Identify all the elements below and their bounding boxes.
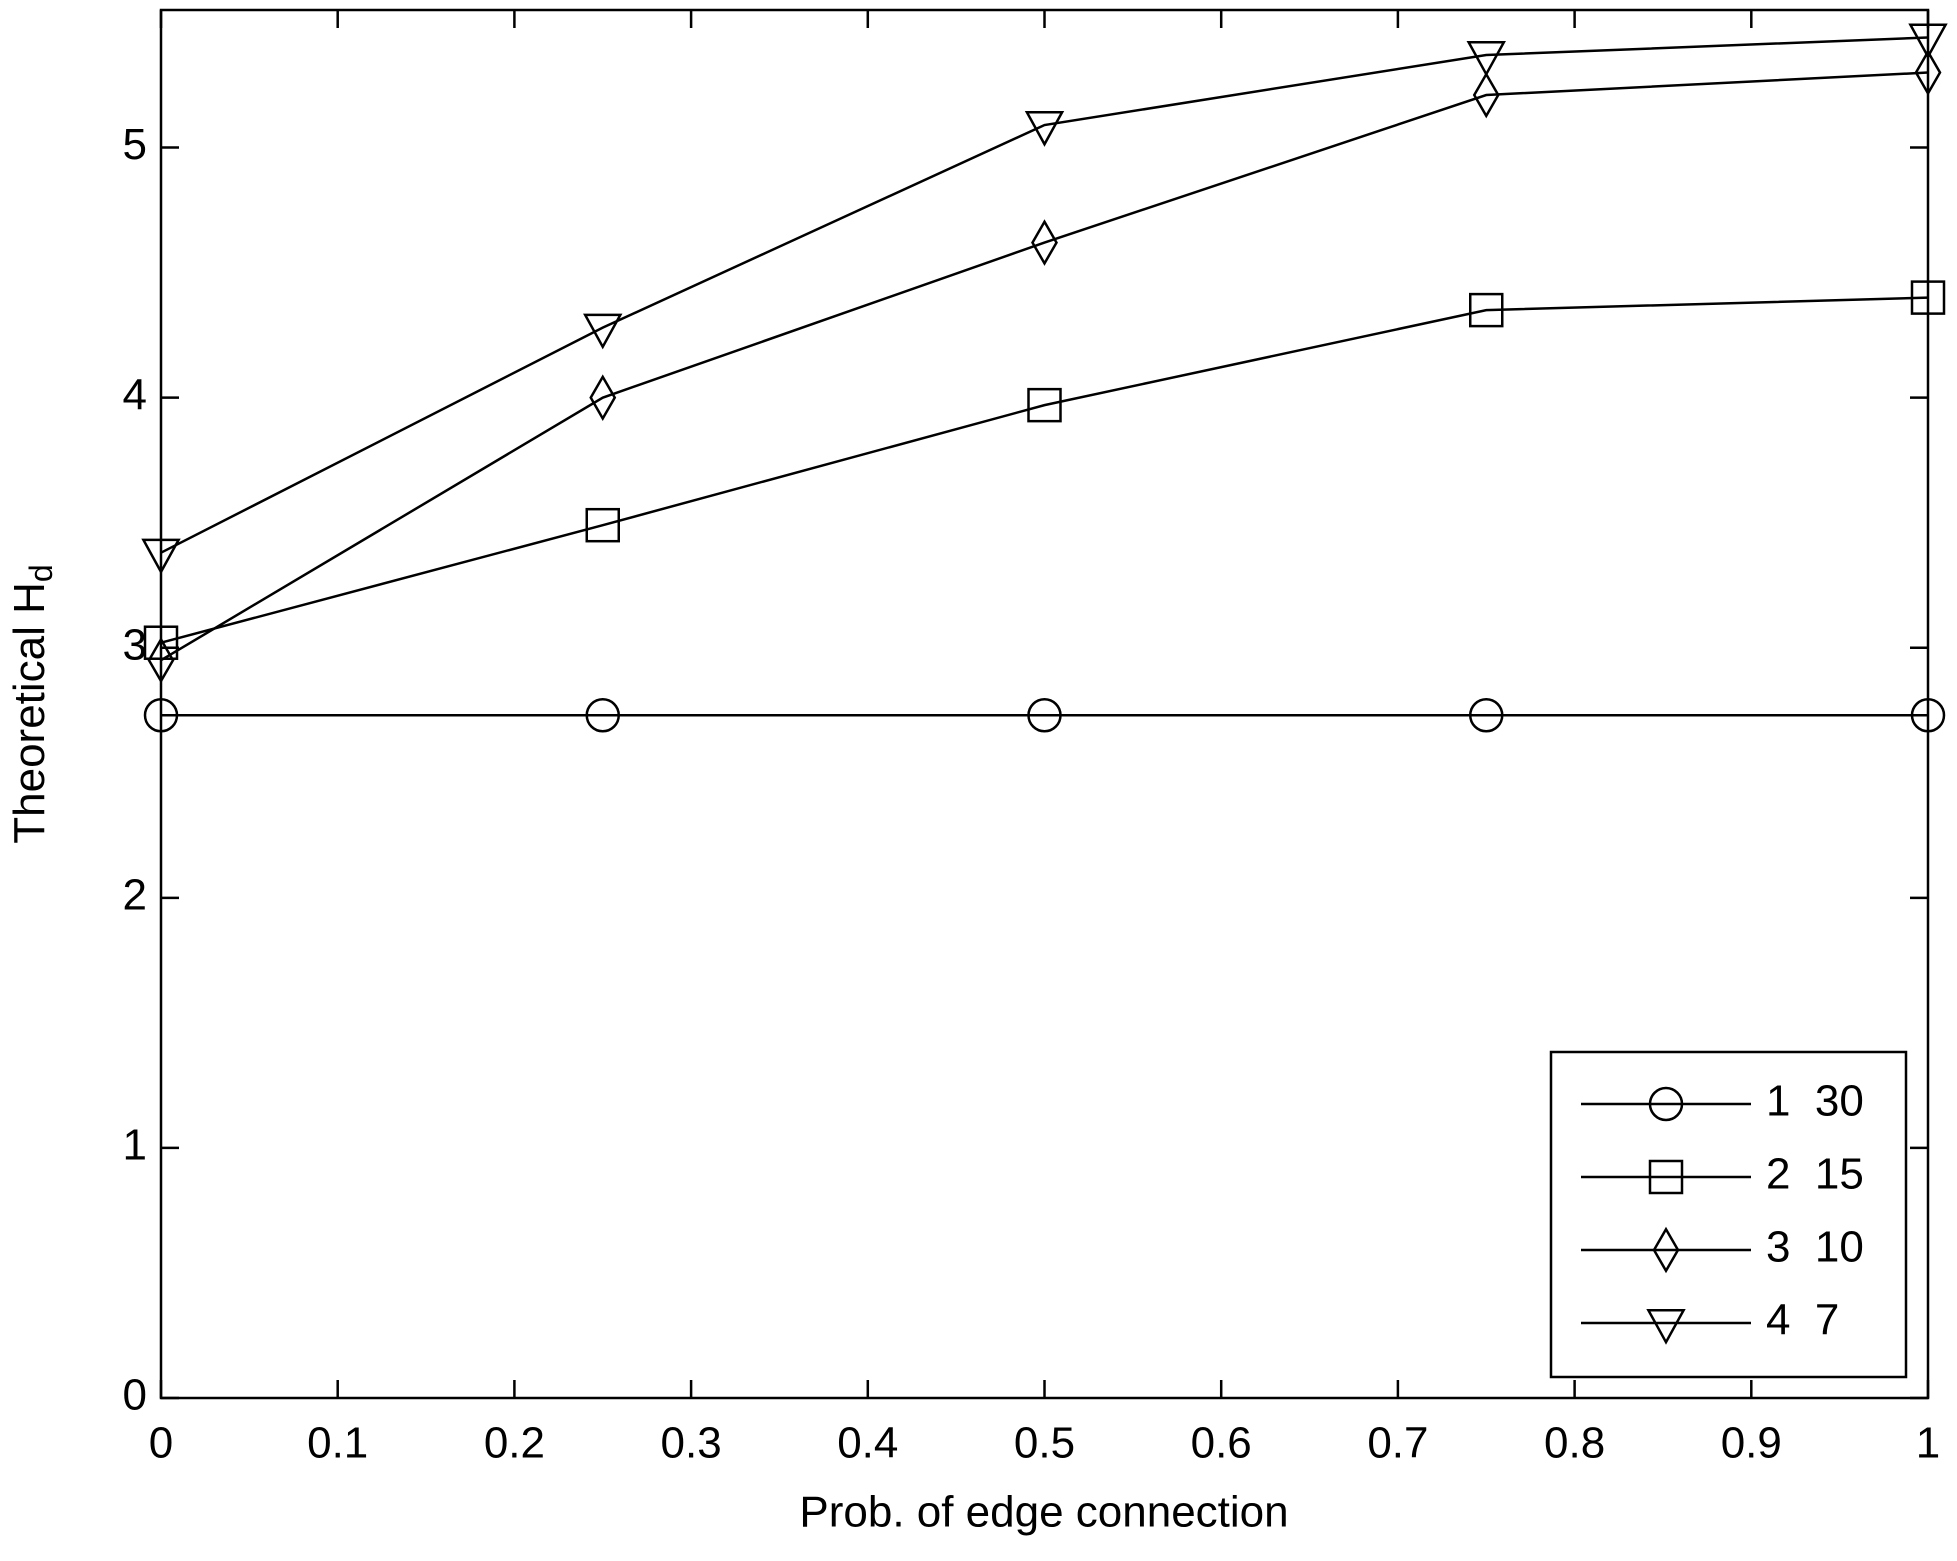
series-line bbox=[160, 296, 1929, 644]
y-tick-label: 5 bbox=[123, 120, 147, 169]
x-tick-label: 0.1 bbox=[307, 1419, 368, 1468]
legend-label: 4 7 bbox=[1766, 1296, 1839, 1345]
y-tick-label: 2 bbox=[123, 870, 147, 919]
marker bbox=[1910, 280, 1946, 315]
marker bbox=[147, 636, 175, 684]
marker bbox=[143, 698, 179, 733]
marker bbox=[1024, 110, 1065, 147]
y-tick-label: 4 bbox=[123, 370, 147, 419]
marker bbox=[583, 313, 623, 350]
legend-marker bbox=[1652, 1226, 1680, 1274]
legend-marker bbox=[1646, 1308, 1686, 1345]
series-line bbox=[160, 36, 1929, 554]
marker bbox=[1472, 71, 1500, 119]
marker bbox=[589, 374, 617, 421]
y-axis-label: Theoretical Hd bbox=[5, 564, 60, 843]
marker bbox=[1027, 387, 1062, 423]
x-axis-label: Prob. of edge connection bbox=[799, 1488, 1288, 1537]
marker bbox=[1469, 292, 1504, 328]
x-tick-label: 0.5 bbox=[1014, 1419, 1075, 1468]
legend-marker bbox=[1648, 1086, 1684, 1122]
marker bbox=[1910, 698, 1946, 733]
marker bbox=[1466, 40, 1506, 77]
y-tick-label: 1 bbox=[123, 1121, 147, 1170]
y-tick-label: 0 bbox=[123, 1371, 147, 1420]
legend-marker bbox=[1648, 1159, 1684, 1195]
x-tick-label: 0.9 bbox=[1721, 1419, 1782, 1468]
marker bbox=[585, 507, 620, 543]
marker bbox=[1027, 698, 1062, 733]
legend-label: 1 30 bbox=[1766, 1077, 1864, 1126]
x-tick-label: 0.7 bbox=[1367, 1419, 1428, 1468]
x-tick-label: 0.3 bbox=[661, 1419, 722, 1468]
x-tick-label: 0.2 bbox=[484, 1419, 545, 1468]
marker bbox=[1469, 698, 1504, 733]
y-tick-label: 3 bbox=[123, 620, 147, 669]
x-tick-label: 0.6 bbox=[1191, 1419, 1252, 1468]
x-tick-label: 0.8 bbox=[1544, 1419, 1605, 1468]
marker bbox=[1914, 49, 1942, 96]
legend-label: 2 15 bbox=[1766, 1150, 1864, 1199]
x-tick-label: 1 bbox=[1916, 1419, 1940, 1468]
marker bbox=[1031, 219, 1058, 266]
marker bbox=[143, 625, 179, 660]
legend-label: 3 10 bbox=[1766, 1223, 1864, 1272]
series-line bbox=[160, 71, 1929, 662]
marker bbox=[585, 698, 620, 733]
x-tick-label: 0 bbox=[149, 1419, 173, 1468]
marker bbox=[1908, 23, 1948, 60]
marker bbox=[141, 538, 181, 575]
x-tick-label: 0.4 bbox=[837, 1419, 898, 1468]
